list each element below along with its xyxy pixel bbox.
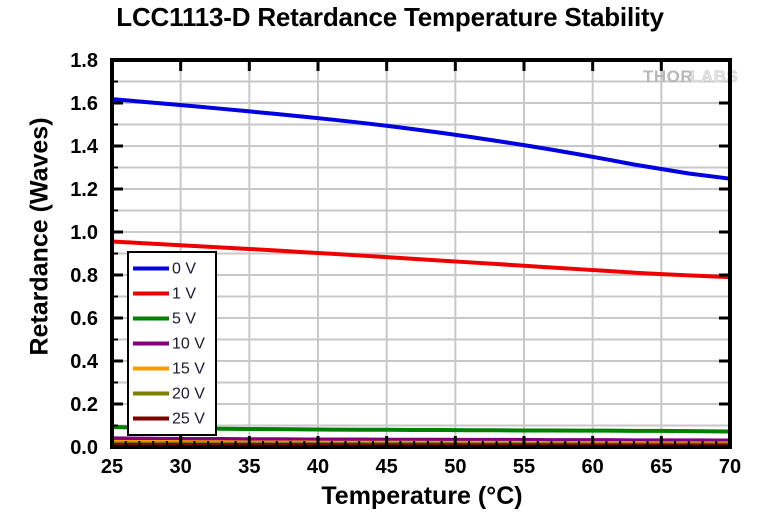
watermark-labs: LABS <box>690 67 738 86</box>
grid-lines <box>112 60 730 447</box>
y-tick-label: 1.0 <box>70 222 98 244</box>
y-tick-label: 1.6 <box>70 93 98 115</box>
watermark-thor: THOR <box>643 67 693 86</box>
x-tick-label: 65 <box>650 456 672 478</box>
legend-label-10-v[interactable]: 10 V <box>172 336 205 353</box>
chart-title: LCC1113-D Retardance Temperature Stabili… <box>116 2 664 32</box>
x-tick-label: 25 <box>101 456 123 478</box>
x-axis-title: Temperature (°C) <box>321 482 523 510</box>
y-tick-label: 0.6 <box>70 308 98 330</box>
x-tick-label: 55 <box>513 456 535 478</box>
axis-tick-labels: 25 30 35 40 45 50 55 60 65 70 0.0 0.2 0.4 0.6 0.8 1.0 1.… <box>70 50 741 478</box>
x-tick-label: 35 <box>238 456 260 478</box>
legend-label-5-v[interactable]: 5 V <box>172 311 196 328</box>
legend-label-25-v[interactable]: 25 V <box>172 411 205 428</box>
x-tick-label: 40 <box>307 456 329 478</box>
legend-label-1-v[interactable]: 1 V <box>172 286 196 303</box>
legend-label-15-v[interactable]: 15 V <box>172 361 205 378</box>
axis-ticks <box>110 58 732 449</box>
series-line-1-v <box>111 239 731 280</box>
legend-label-20-v[interactable]: 20 V <box>172 386 205 403</box>
y-tick-label: 1.4 <box>70 136 99 158</box>
y-tick-label: 0.2 <box>70 394 98 416</box>
chart-legend[interactable]: 0 V 1 V 5 V 10 V 15 V 20 V 25 V <box>127 251 217 436</box>
x-tick-label: 50 <box>444 456 466 478</box>
x-tick-label: 70 <box>719 456 741 478</box>
x-tick-label: 30 <box>170 456 192 478</box>
y-tick-label: 0.0 <box>70 437 98 459</box>
x-tick-label: 60 <box>582 456 604 478</box>
y-tick-label: 1.2 <box>70 179 98 201</box>
series-line-0-v <box>111 97 731 181</box>
y-tick-label: 0.4 <box>70 351 99 373</box>
y-tick-label: 0.8 <box>70 265 98 287</box>
y-tick-label: 1.8 <box>70 50 98 72</box>
thorlabs-watermark: THOR LABS <box>643 67 738 87</box>
legend-label-0-v[interactable]: 0 V <box>172 261 196 278</box>
series-line-10-v <box>111 436 731 443</box>
x-tick-label: 45 <box>376 456 398 478</box>
